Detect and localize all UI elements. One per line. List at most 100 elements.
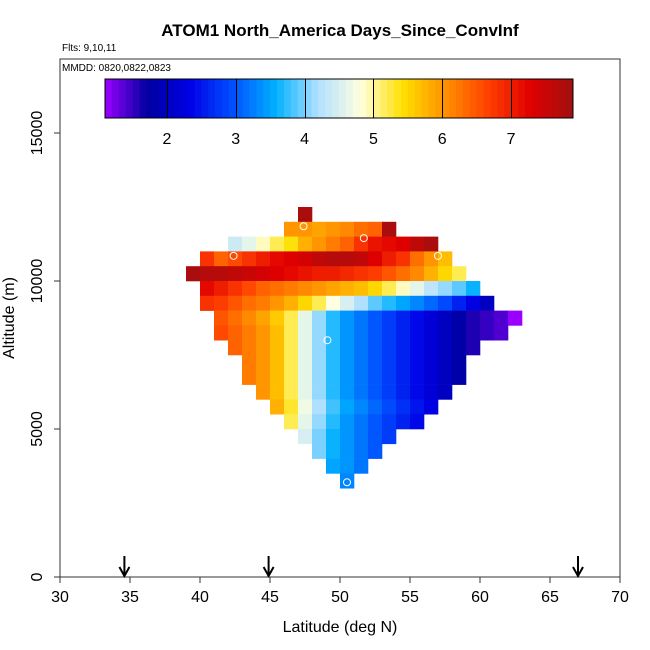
heatmap-cell (340, 310, 355, 326)
heatmap-cell (466, 325, 481, 341)
heatmap-cell (326, 236, 341, 252)
heatmap-cell (424, 266, 439, 282)
colorbar-segment (325, 79, 333, 118)
x-tick-label: 55 (401, 589, 419, 606)
heatmap-cell (354, 384, 369, 400)
heatmap-cell (382, 429, 397, 445)
heatmap-cell (284, 251, 299, 267)
colorbar-segment (105, 79, 113, 118)
colorbar-segment (256, 79, 264, 118)
heatmap-cell (354, 281, 369, 297)
heatmap-cell (326, 295, 341, 311)
heatmap-cell (256, 266, 271, 282)
heatmap-cell (368, 310, 383, 326)
heatmap-cell (424, 295, 439, 311)
heatmap-cell (256, 236, 271, 252)
colorbar-segment (545, 79, 553, 118)
heatmap-cell (298, 325, 313, 341)
heatmap-cell (396, 340, 411, 356)
colorbar-segment (173, 79, 182, 118)
heatmap-cell (354, 458, 369, 474)
colorbar-segment (483, 79, 491, 118)
heatmap-cell (228, 295, 243, 311)
colorbar-segment (373, 79, 381, 118)
colorbar: 2 3 4 5 6 7 (104, 78, 574, 148)
heatmap-cell (368, 221, 383, 237)
heatmap-cell (396, 325, 411, 341)
heatmap-cell (382, 340, 397, 356)
heatmap-cell (256, 355, 271, 371)
heatmap-cell (326, 414, 341, 430)
heatmap-cell (312, 340, 327, 356)
heatmap-cell (368, 295, 383, 311)
colorbar-segment (297, 79, 305, 118)
heatmap-cell (452, 266, 467, 282)
heatmap-cell (214, 295, 229, 311)
heatmap-cell (228, 266, 243, 282)
heatmap-cell (340, 384, 355, 400)
heatmap-cell (494, 310, 509, 326)
heatmap-cell (452, 295, 467, 311)
heatmap-cell (410, 281, 425, 297)
heatmap-cell (214, 281, 229, 297)
heatmap-cell (312, 443, 327, 459)
heatmap-cell (200, 281, 215, 297)
heatmap-cell (340, 325, 355, 341)
heatmap-cell (284, 355, 299, 371)
heatmap-cell (228, 310, 243, 326)
heatmap-cell (368, 266, 383, 282)
heatmap-cell (256, 310, 271, 326)
y-tick-label: 5000 (29, 411, 46, 447)
colorbar-segment (201, 79, 209, 118)
heatmap-cell (382, 355, 397, 371)
colorbar-segment (111, 79, 120, 118)
colorbar-segment (359, 79, 367, 118)
heatmap-cell (410, 266, 425, 282)
heatmap-cell (382, 414, 397, 430)
flight-arrow-head (262, 566, 275, 579)
heatmap-cell (340, 251, 355, 267)
flights-label: Flts: 9,10,11 (62, 43, 117, 54)
heatmap-cell (438, 281, 453, 297)
x-tick-label: 35 (121, 589, 139, 606)
heatmap-cell (284, 266, 299, 282)
sample-marker (343, 478, 351, 487)
colorbar-segment (249, 79, 257, 118)
heatmap-cell (298, 369, 313, 385)
heatmap-cell (340, 473, 355, 489)
heatmap-cell (466, 295, 481, 311)
heatmap-cell (466, 340, 481, 356)
heatmap-cell (270, 355, 285, 371)
heatmap-cell (396, 236, 411, 252)
heatmap-cell (410, 251, 425, 267)
heatmap-cell (354, 236, 369, 252)
heatmap-cell (354, 369, 369, 385)
heatmap-cell (326, 325, 341, 341)
heatmap-cell (312, 399, 327, 415)
flight-arrows (118, 556, 584, 579)
colorbar-segment (228, 79, 237, 118)
heatmap-cell (438, 325, 453, 341)
heatmap-cell (410, 310, 425, 326)
heatmap-cell (270, 236, 285, 252)
flight-arrow-head (572, 566, 584, 579)
colorbar-segment (380, 79, 388, 118)
heatmap-cell (354, 443, 369, 459)
sample-marker (229, 251, 238, 260)
heatmap-cell (410, 399, 425, 415)
heatmap-cell (312, 251, 327, 267)
heatmap-cell (424, 281, 439, 297)
heatmap-cell (438, 369, 453, 385)
heatmap-cell (396, 295, 411, 311)
heatmap-cell (424, 325, 439, 341)
heatmap-cell (354, 325, 369, 341)
heatmap-cell (452, 369, 467, 385)
heatmap-cell (214, 310, 229, 326)
y-axis-label: Altitude (m) (1, 277, 18, 359)
sample-marker (359, 234, 368, 243)
colorbar-tick-label: 4 (300, 131, 309, 148)
heatmap-cell (284, 325, 299, 341)
heatmap-cell (480, 310, 495, 326)
heatmap-cell (354, 414, 369, 430)
colorbar-tick-label: 6 (438, 131, 447, 148)
